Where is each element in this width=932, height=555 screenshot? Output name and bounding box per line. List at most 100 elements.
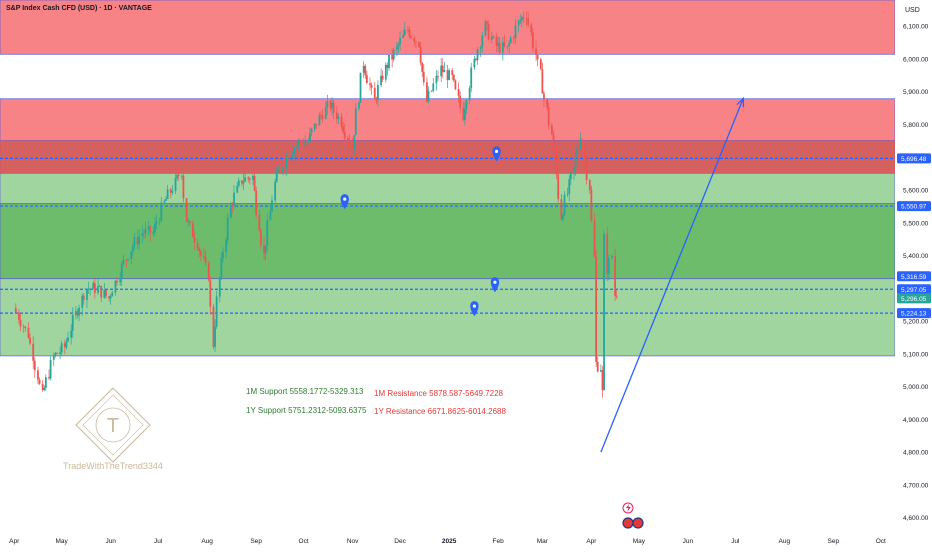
candle xyxy=(331,97,333,116)
candle xyxy=(89,287,92,296)
candle xyxy=(130,251,133,264)
candle-body xyxy=(304,142,307,146)
projection-arrow-line[interactable] xyxy=(600,98,744,453)
candle-body xyxy=(141,233,144,236)
candle-body xyxy=(274,181,277,201)
candle xyxy=(359,72,362,103)
candle xyxy=(233,185,235,210)
candle-body xyxy=(180,175,183,177)
candle xyxy=(606,226,609,281)
location-pin-icon[interactable] xyxy=(490,277,500,293)
watermark-logo-inner xyxy=(82,394,144,456)
candle xyxy=(116,276,118,286)
us-flag-event-icon-1[interactable] xyxy=(622,517,634,529)
candle xyxy=(41,380,44,392)
candle-body xyxy=(286,156,289,161)
candle xyxy=(54,352,57,358)
candle-body xyxy=(468,88,471,101)
candle-body xyxy=(555,151,558,175)
candle-body xyxy=(364,65,367,76)
candle xyxy=(19,312,22,332)
price-label-1: 5,550.97 xyxy=(897,201,931,212)
candle xyxy=(440,58,443,83)
watermark-logo-diamond xyxy=(75,387,151,463)
candle xyxy=(403,21,406,36)
candle-body xyxy=(24,326,27,328)
candle xyxy=(65,337,68,350)
candle xyxy=(277,164,280,173)
time-tick-label: May xyxy=(633,538,646,545)
candle-body xyxy=(365,75,368,84)
support-1m-label: 1M Support 5558.1772-5329.313 xyxy=(246,387,364,396)
candle xyxy=(76,308,79,319)
candle xyxy=(473,55,476,70)
candle-body xyxy=(32,343,35,361)
candle xyxy=(260,228,262,249)
candle xyxy=(105,289,107,299)
time-axis-bg xyxy=(0,534,895,550)
candle-body xyxy=(185,198,188,222)
candle-body xyxy=(198,248,201,252)
candle-body xyxy=(498,43,501,53)
candle-body xyxy=(584,149,586,161)
candle-body xyxy=(165,198,167,201)
candle xyxy=(560,194,563,221)
candle-body xyxy=(348,140,351,146)
candle-body xyxy=(229,204,232,218)
candle-body xyxy=(410,36,413,39)
candle-body xyxy=(342,126,345,132)
candle-body xyxy=(391,55,394,60)
candle-body xyxy=(187,220,190,222)
candle-body xyxy=(78,307,80,316)
candle-body xyxy=(89,288,92,290)
candle xyxy=(203,247,205,261)
event-icons[interactable] xyxy=(622,502,644,529)
candle-body xyxy=(452,74,455,81)
candle-body xyxy=(560,199,563,220)
location-pin-dot xyxy=(472,304,476,308)
watermark-logo-circle xyxy=(95,407,131,443)
candle-body xyxy=(199,251,202,256)
candle-body xyxy=(92,283,95,289)
candle-body xyxy=(253,175,256,191)
candle xyxy=(437,70,439,81)
candle-body xyxy=(606,234,609,274)
candle-body xyxy=(236,185,239,193)
candle xyxy=(430,90,433,92)
candle xyxy=(171,184,174,196)
candle-body xyxy=(93,283,96,293)
candle-body xyxy=(166,189,169,199)
candle xyxy=(33,357,36,379)
location-pin-icon[interactable] xyxy=(470,301,479,317)
candle-body xyxy=(60,343,63,353)
candle xyxy=(154,217,156,236)
candle xyxy=(152,226,155,237)
candle xyxy=(395,41,398,57)
candle xyxy=(497,36,500,52)
candle-body xyxy=(506,45,509,47)
location-pin-icon[interactable] xyxy=(340,194,349,210)
candle-body xyxy=(67,337,69,342)
candle xyxy=(97,279,99,295)
location-pin-icon[interactable] xyxy=(492,146,501,162)
time-tick-label: Apr xyxy=(586,538,597,545)
time-tick-label: Oct xyxy=(876,538,886,545)
us-flag-event-icon-2[interactable] xyxy=(632,517,644,529)
candle xyxy=(388,55,390,71)
candle-body xyxy=(59,352,61,354)
candle-body xyxy=(285,156,288,169)
candle xyxy=(369,77,371,91)
candle-body xyxy=(517,20,520,26)
time-tick-label: Dec xyxy=(394,538,406,545)
candle-body xyxy=(14,307,17,313)
candle xyxy=(435,70,438,91)
candle-body xyxy=(463,108,466,120)
candle-body xyxy=(399,37,401,45)
candle xyxy=(125,259,128,268)
candle-body xyxy=(490,36,493,40)
candle xyxy=(231,201,234,214)
candle-body xyxy=(120,264,123,279)
time-tick-label: Apr xyxy=(9,538,20,545)
